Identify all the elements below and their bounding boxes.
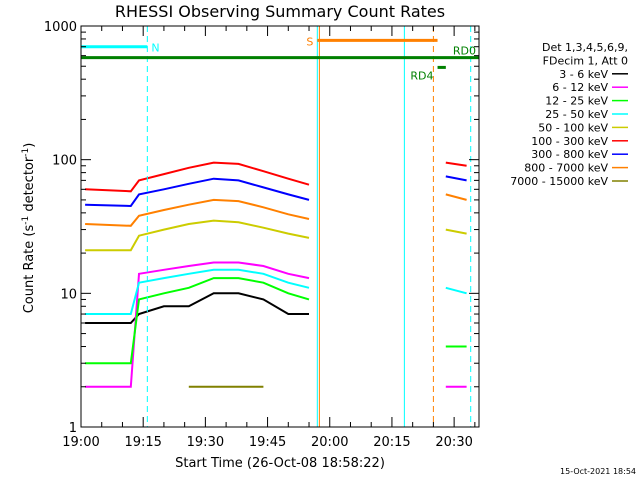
- state-label-2: RD0: [453, 45, 476, 58]
- series-line-4-seg-0: [85, 219, 310, 252]
- legend-label-6: 300 - 800 keV: [531, 148, 608, 161]
- series-line-6-seg-0: [85, 177, 310, 208]
- x-tick-label-2: 19:30: [187, 435, 224, 450]
- axis-layer: 19:00 19:15 19:30 19:45 20:00 20:15 20:30 1 10 10…: [44, 20, 480, 450]
- series-line-5-seg-1: [445, 161, 467, 167]
- series-line-2-seg-0: [85, 277, 310, 365]
- legend-label-2: 12 - 25 keV: [545, 95, 608, 108]
- legend-header-0: Det 1,3,4,5,6,9,: [542, 41, 628, 54]
- legend-label-1: 6 - 12 keV: [552, 81, 608, 94]
- legend-label-5: 100 - 300 keV: [531, 135, 608, 148]
- legend-label-8: 7000 - 15000 keV: [510, 175, 608, 188]
- y-tick-label-2: 100: [52, 154, 77, 169]
- x-axis-label: Start Time (26-Oct-08 18:58:22): [175, 456, 385, 471]
- y-axis-label-main: Count Rate (s: [22, 225, 37, 314]
- y-axis-label-end: ): [22, 143, 37, 148]
- timestamp: 15-Oct-2021 18:54: [560, 467, 636, 476]
- y-axis-label-sup2: -1: [21, 148, 31, 157]
- x-tick-label-3: 19:45: [249, 435, 286, 450]
- x-tick-label-5: 20:15: [373, 435, 410, 450]
- y-tick-label-1: 10: [60, 287, 77, 302]
- plot-background: [81, 26, 479, 427]
- x-tick-label-0: 19:00: [62, 435, 99, 450]
- y-tick-label-3: 1000: [44, 20, 77, 35]
- series-line-6-seg-1: [445, 175, 467, 182]
- y-tick-label-0: 1: [69, 421, 77, 436]
- legend-header-1: FDecim 1, Att 0: [543, 54, 628, 67]
- series-line-3-seg-1: [445, 286, 467, 295]
- series-line-7-seg-1: [445, 193, 467, 201]
- y-axis-label-sup1: -1: [21, 216, 31, 225]
- y-axis-label: Count Rate (s-1 detector-1): [21, 143, 37, 314]
- series-line-5-seg-0: [85, 161, 310, 193]
- legend-layer: Det 1,3,4,5,6,9,FDecim 1, Att 03 - 6 keV…: [510, 41, 628, 188]
- x-tick-label-4: 20:00: [311, 435, 348, 450]
- series-line-4-seg-1: [445, 228, 467, 235]
- state-label-3: RD4: [410, 69, 433, 82]
- x-tick-label-1: 19:15: [124, 435, 161, 450]
- series-line-7-seg-0: [85, 198, 310, 227]
- plot-area: [81, 26, 479, 427]
- legend-label-4: 50 - 100 keV: [538, 121, 608, 134]
- legend-label-3: 25 - 50 keV: [545, 108, 608, 121]
- state-label-0: N: [151, 42, 159, 55]
- y-axis-label-mid: detector: [22, 156, 37, 216]
- chart-title: RHESSI Observing Summary Count Rates: [115, 2, 445, 21]
- legend-label-0: 3 - 6 keV: [559, 68, 608, 81]
- x-tick-label-6: 20:30: [435, 435, 472, 450]
- state-label-1: S: [306, 35, 313, 48]
- legend-label-7: 800 - 7000 keV: [524, 162, 608, 175]
- series-layer: [85, 161, 467, 388]
- series-line-3-seg-0: [85, 268, 310, 315]
- plot-frame: [80, 25, 480, 428]
